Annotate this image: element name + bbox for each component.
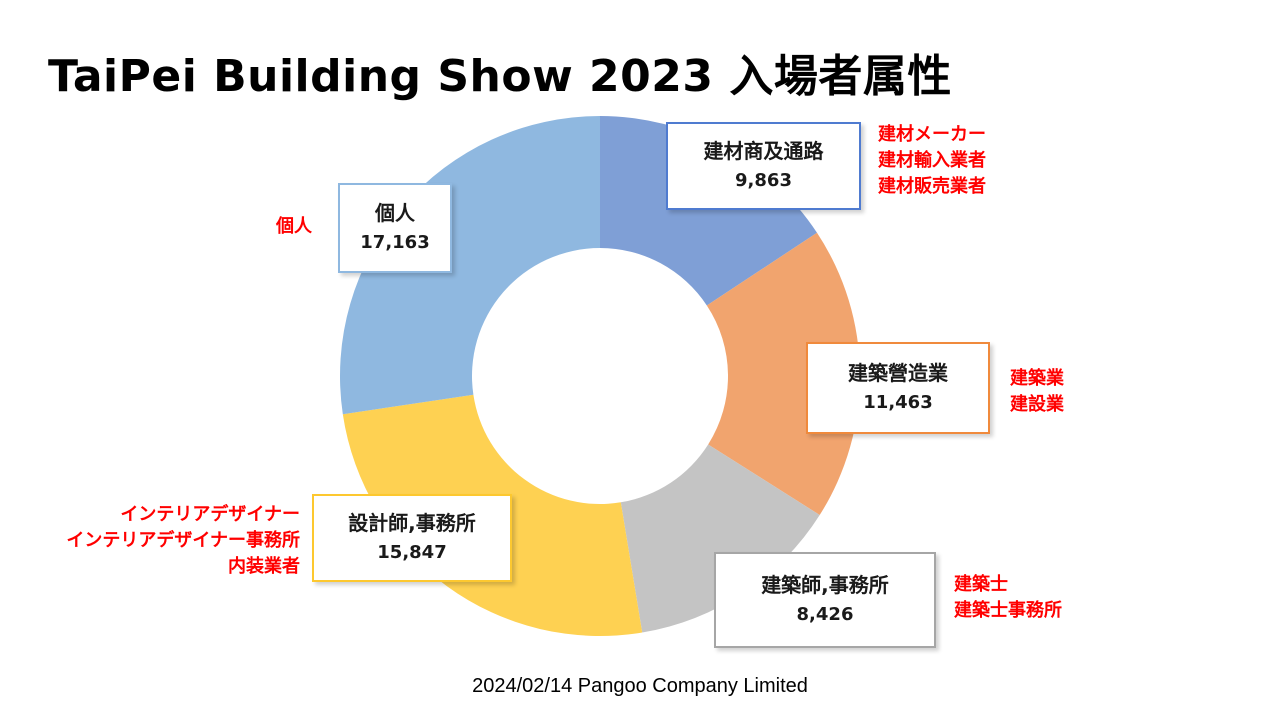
annotation-line: 建設業 bbox=[1010, 394, 1064, 415]
annotation-line: 個人 bbox=[276, 216, 312, 237]
annotation-line: 建材輸入業者 bbox=[878, 150, 986, 171]
value-label: 11,463 bbox=[863, 392, 933, 413]
annotation-line: 建築士 bbox=[954, 574, 1008, 595]
annotation-line: 内装業者 bbox=[228, 556, 300, 577]
label-box-building-materials: 建材商及通路 9,863 bbox=[666, 122, 861, 210]
label-box-construction: 建築營造業 11,463 bbox=[806, 342, 990, 434]
annotation-line: インテリアデザイナー事務所 bbox=[66, 530, 300, 551]
page-title: TaiPei Building Show 2023 入場者属性 bbox=[48, 51, 952, 102]
value-label: 17,163 bbox=[360, 232, 430, 253]
annotation-line: 建材メーカー bbox=[878, 124, 986, 145]
annotation-architects: 建築士 建築士事務所 bbox=[954, 572, 1062, 624]
annotation-building-materials: 建材メーカー 建材輸入業者 建材販売業者 bbox=[878, 122, 986, 200]
category-label: 建材商及通路 bbox=[703, 139, 824, 163]
value-label: 8,426 bbox=[796, 604, 854, 625]
label-box-architects: 建築師,事務所 8,426 bbox=[714, 552, 936, 648]
annotation-line: 建築士事務所 bbox=[954, 600, 1062, 621]
category-label: 建築師,事務所 bbox=[761, 573, 889, 597]
label-box-individuals: 個人 17,163 bbox=[338, 183, 452, 273]
annotation-construction: 建築業 建設業 bbox=[1010, 366, 1064, 418]
annotation-individuals: 個人 bbox=[276, 214, 312, 240]
annotation-designers: インテリアデザイナー インテリアデザイナー事務所 内装業者 bbox=[66, 502, 300, 580]
category-label: 建築營造業 bbox=[848, 361, 948, 385]
donut-slice-4 bbox=[340, 116, 600, 415]
label-box-designers: 設計師,事務所 15,847 bbox=[312, 494, 512, 582]
value-label: 9,863 bbox=[735, 170, 792, 191]
value-label: 15,847 bbox=[377, 542, 447, 563]
annotation-line: 建材販売業者 bbox=[878, 176, 986, 197]
donut-slice-2 bbox=[620, 444, 820, 633]
category-label: 個人 bbox=[375, 201, 415, 225]
category-label: 設計師,事務所 bbox=[348, 511, 476, 535]
donut-slice-0 bbox=[600, 116, 817, 306]
annotation-line: 建築業 bbox=[1010, 368, 1064, 389]
annotation-line: インテリアデザイナー bbox=[120, 504, 300, 525]
footer-credit: 2024/02/14 Pangoo Company Limited bbox=[472, 675, 808, 697]
donut-slice-1 bbox=[706, 232, 861, 516]
